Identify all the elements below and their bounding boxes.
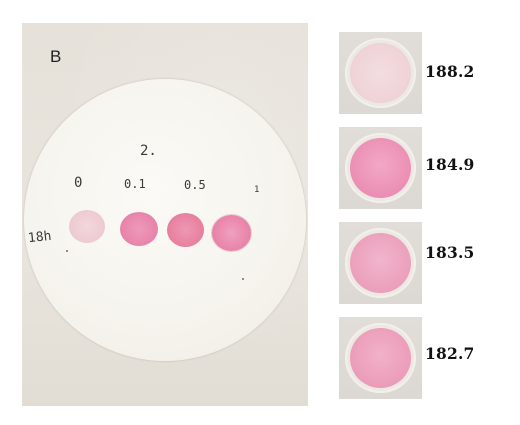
- paper-speck: [66, 250, 68, 252]
- well-thumbnail: [339, 127, 422, 209]
- well-value-label: 188.2: [425, 62, 475, 81]
- well-rim: [345, 38, 416, 108]
- well-thumbnail: [339, 32, 422, 114]
- panel-label: B: [50, 47, 62, 66]
- sample-spot-1: [212, 215, 251, 251]
- sample-spot-0-1: [120, 212, 158, 246]
- paper-speck: [242, 278, 244, 280]
- plate-photo: B 2. 0 0.1 0.5 1 18h: [22, 23, 308, 406]
- filter-paper-disc: 2. 0 0.1 0.5 1 18h: [24, 79, 306, 361]
- well-color-fill: [350, 43, 411, 103]
- well-value-label: 184.9: [425, 155, 475, 174]
- well-value-label: 183.5: [425, 243, 475, 262]
- handwritten-top-mark: 2.: [140, 143, 157, 159]
- handwritten-concentration-1: 1: [254, 185, 260, 195]
- handwritten-concentration-0-1: 0.1: [124, 177, 146, 191]
- sample-spot-0-5: [167, 213, 204, 247]
- well-thumbnail: [339, 222, 422, 304]
- well-color-fill: [350, 233, 411, 293]
- well-color-fill: [350, 138, 411, 198]
- handwritten-concentration-0: 0: [74, 175, 83, 191]
- sample-spot-0: [69, 210, 105, 243]
- handwritten-concentration-0-5: 0.5: [184, 178, 206, 192]
- well-rim: [345, 323, 416, 393]
- well-value-label: 182.7: [425, 344, 475, 363]
- well-rim: [345, 133, 416, 203]
- well-thumbnail: [339, 317, 422, 399]
- handwritten-time-label: 18h: [27, 228, 53, 247]
- well-color-fill: [350, 328, 411, 388]
- well-rim: [345, 228, 416, 298]
